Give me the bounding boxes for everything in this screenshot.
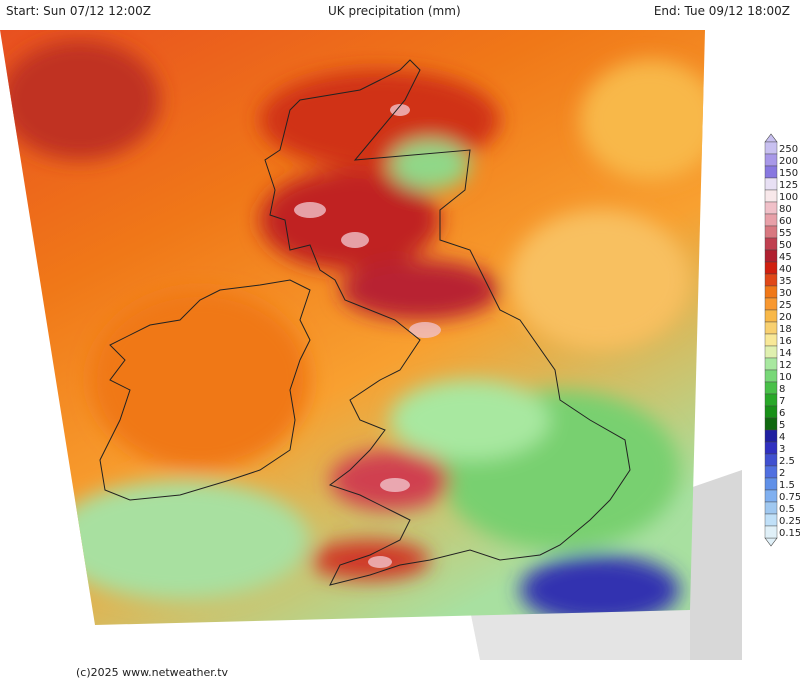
legend-swatch: [764, 141, 778, 155]
legend-swatch: [764, 489, 778, 503]
legend-swatch: [764, 429, 778, 443]
legend-swatch: [764, 225, 778, 239]
legend-swatch: [764, 309, 778, 323]
legend-label: 8: [779, 384, 785, 395]
france-land: [470, 610, 690, 660]
legend-label: 4: [779, 432, 785, 443]
legend-swatch: [764, 381, 778, 395]
legend-swatch: [764, 405, 778, 419]
precip-field: [0, 30, 705, 625]
legend-label: 3: [779, 444, 785, 455]
start-time: Start: Sun 07/12 12:00Z: [6, 4, 152, 18]
legend-label: 200: [779, 156, 798, 167]
legend-swatch: [764, 237, 778, 251]
legend-label: 55: [779, 228, 792, 239]
legend-label: 100: [779, 192, 798, 203]
map-title: UK precipitation (mm): [328, 4, 461, 18]
legend-label: 1.5: [779, 480, 795, 491]
legend-swatch: [764, 369, 778, 383]
legend-swatch: [764, 189, 778, 203]
legend-label: 7: [779, 396, 785, 407]
legend-label: 0.15: [779, 528, 800, 539]
legend-label: 14: [779, 348, 792, 359]
legend-label: 60: [779, 216, 792, 227]
end-time: End: Tue 09/12 18:00Z: [653, 4, 790, 18]
legend-swatch: [764, 501, 778, 515]
legend-label: 10: [779, 372, 792, 383]
legend-top-arrow: [764, 133, 778, 143]
legend-label: 5: [779, 420, 785, 431]
coastlines: [99, 59, 631, 586]
legend-swatch: [764, 345, 778, 359]
legend-label: 16: [779, 336, 792, 347]
legend-bottom-arrow: [764, 537, 778, 547]
legend-label: 12: [779, 360, 792, 371]
legend-swatch: [764, 441, 778, 455]
legend-label: 80: [779, 204, 792, 215]
legend-swatch: [764, 297, 778, 311]
legend-swatch: [764, 465, 778, 479]
legend-swatch: [764, 393, 778, 407]
legend-swatch: [764, 285, 778, 299]
legend-label: 6: [779, 408, 785, 419]
legend-swatch: [764, 525, 778, 539]
legend-label: 0.25: [779, 516, 800, 527]
legend-label: 50: [779, 240, 792, 251]
legend-swatch: [764, 333, 778, 347]
legend-swatch: [764, 321, 778, 335]
legend-swatch: [764, 201, 778, 215]
legend-label: 30: [779, 288, 792, 299]
legend-swatch: [764, 273, 778, 287]
legend-swatch: [764, 453, 778, 467]
legend-label: 18: [779, 324, 792, 335]
legend-swatch: [764, 177, 778, 191]
legend-label: 40: [779, 264, 792, 275]
legend-swatch: [764, 477, 778, 491]
legend-swatch: [764, 153, 778, 167]
legend-label: 0.5: [779, 504, 795, 515]
legend-label: 2.5: [779, 456, 795, 467]
legend-swatch: [764, 357, 778, 371]
copyright: (c)2025 www.netweather.tv: [76, 666, 229, 679]
legend-label: 2: [779, 468, 785, 479]
legend-swatch: [764, 165, 778, 179]
legend-label: 0.75: [779, 492, 800, 503]
legend-label: 20: [779, 312, 792, 323]
legend-label: 35: [779, 276, 792, 287]
legend-label: 25: [779, 300, 792, 311]
legend-swatch: [764, 213, 778, 227]
legend-swatch: [764, 249, 778, 263]
legend-swatch: [764, 261, 778, 275]
legend-label: 250: [779, 144, 798, 155]
legend-label: 45: [779, 252, 792, 263]
legend-swatch: [764, 417, 778, 431]
legend-label: 150: [779, 168, 798, 179]
legend-swatch: [764, 513, 778, 527]
legend-label: 125: [779, 180, 798, 191]
legend: 2502001501251008060555045403530252018161…: [764, 133, 800, 547]
